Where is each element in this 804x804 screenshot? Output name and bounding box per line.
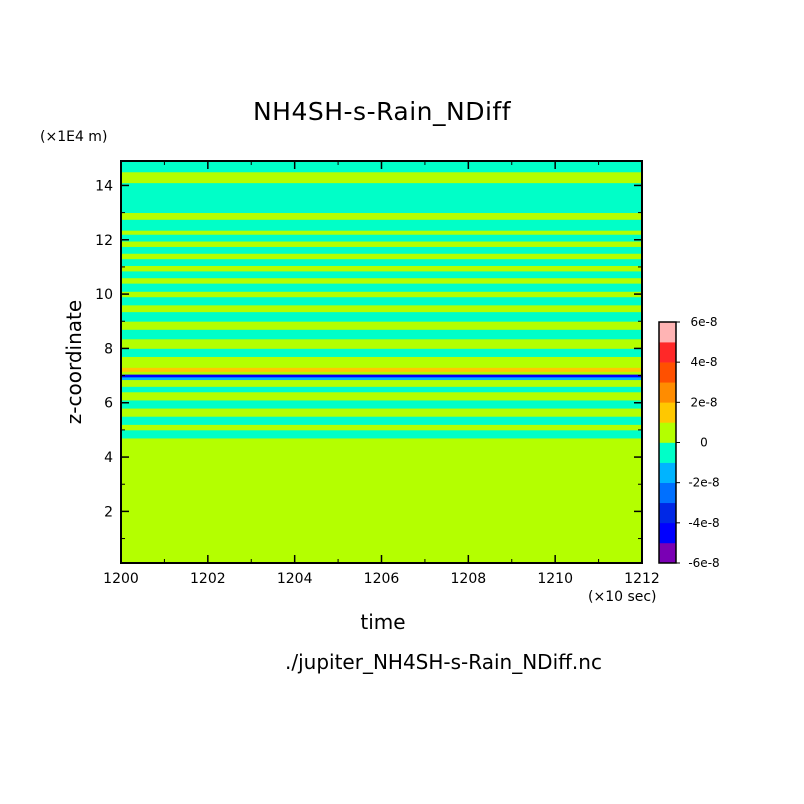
x-tick-label-4: 1208 [451, 571, 487, 587]
heatmap-band-13 [121, 356, 642, 368]
colorbar-swatch-1 [659, 522, 676, 544]
heatmap-bands [121, 161, 642, 564]
heatmap-band-23 [121, 277, 642, 284]
heatmap-band-33 [121, 212, 642, 220]
colorbar: 6e-8 4e-8 2e-8 0 -2e-8 -4e-8 -6e-8 [658, 315, 720, 570]
heatmap-band-22 [121, 283, 642, 292]
heatmap-band-32 [121, 219, 642, 231]
heatmap-band-19 [121, 304, 642, 313]
y-tick-label-6: 14 [95, 178, 113, 194]
heatmap-band-10 [121, 374, 642, 378]
x-tick-label-3: 1206 [364, 571, 400, 587]
colorbar-label-1: 4e-8 [691, 355, 718, 369]
heatmap-band-30 [121, 234, 642, 242]
colorbar-label-0: 6e-8 [691, 315, 718, 329]
x-axis-label: time [360, 610, 406, 634]
heatmap-band-15 [121, 338, 642, 349]
heatmap-band-8 [121, 379, 642, 387]
colorbar-label-2: 2e-8 [691, 395, 718, 409]
heatmap-band-20 [121, 296, 642, 306]
colorbar-swatch-0 [659, 542, 676, 564]
heatmap-band-11 [121, 371, 642, 375]
colorbar-swatch-4 [659, 462, 676, 483]
heatmap-band-14 [121, 348, 642, 357]
heatmap-band-16 [121, 329, 642, 340]
heatmap-band-7 [121, 386, 642, 393]
heatmap-band-31 [121, 230, 642, 235]
heatmap-band-4 [121, 408, 642, 417]
x-axis-unit: (×10 sec) [588, 589, 657, 605]
heatmap-band-27 [121, 253, 642, 260]
x-tick-label-0: 1200 [103, 571, 139, 587]
heatmap-band-12 [121, 367, 642, 372]
colorbar-swatch-7 [659, 402, 676, 423]
heatmap-band-24 [121, 271, 642, 279]
axis-ticks: 1200 1202 1204 1206 1208 1210 1212 2 4 6 8 10 12 14 [95, 161, 660, 587]
x-tick-label-5: 1210 [537, 571, 573, 587]
heatmap-band-35 [121, 171, 642, 184]
colorbar-swatch-8 [659, 382, 676, 403]
colorbar-swatch-11 [659, 322, 676, 343]
heatmap-band-21 [121, 291, 642, 298]
colorbar-label-6: -6e-8 [688, 556, 719, 570]
colorbar-swatch-10 [659, 342, 676, 363]
x-tick-label-6: 1212 [624, 571, 660, 587]
colorbar-swatch-3 [659, 482, 676, 504]
y-tick-label-3: 8 [104, 341, 113, 357]
heatmap-band-28 [121, 246, 642, 254]
chart-title: NH4SH-s-Rain_NDiff [252, 97, 512, 126]
colorbar-swatch-9 [659, 362, 676, 383]
colorbar-label-3: 0 [700, 436, 708, 450]
y-tick-label-1: 4 [104, 450, 113, 466]
colorbar-label-4: -2e-8 [688, 476, 719, 490]
colorbar-label-5: -4e-8 [688, 516, 719, 530]
heatmap-band-3 [121, 416, 642, 425]
heatmap-band-6 [121, 391, 642, 401]
y-tick-label-4: 10 [95, 287, 113, 303]
heatmap-band-26 [121, 258, 642, 266]
heatmap-band-0 [121, 438, 642, 564]
x-tick-label-2: 1204 [277, 571, 313, 587]
colorbar-swatch-2 [659, 502, 676, 524]
source-filename: ./jupiter_NH4SH-s-Rain_NDiff.nc [285, 650, 602, 674]
heatmap-band-18 [121, 311, 642, 322]
colorbar-swatch-6 [659, 422, 676, 443]
x-tick-label-1: 1202 [190, 571, 226, 587]
y-axis-unit: (×1E4 m) [40, 129, 108, 145]
heatmap-band-29 [121, 241, 642, 247]
heatmap-band-17 [121, 321, 642, 330]
heatmap-band-2 [121, 424, 642, 431]
y-tick-label-2: 6 [104, 396, 113, 412]
y-tick-label-5: 12 [95, 233, 113, 249]
heatmap-band-34 [121, 182, 642, 214]
heatmap-band-25 [121, 265, 642, 272]
heatmap-band-5 [121, 400, 642, 409]
colorbar-swatch-5 [659, 442, 676, 463]
heatmap-band-9 [121, 376, 642, 381]
y-tick-label-0: 2 [104, 504, 113, 520]
heatmap-band-1 [121, 429, 642, 439]
